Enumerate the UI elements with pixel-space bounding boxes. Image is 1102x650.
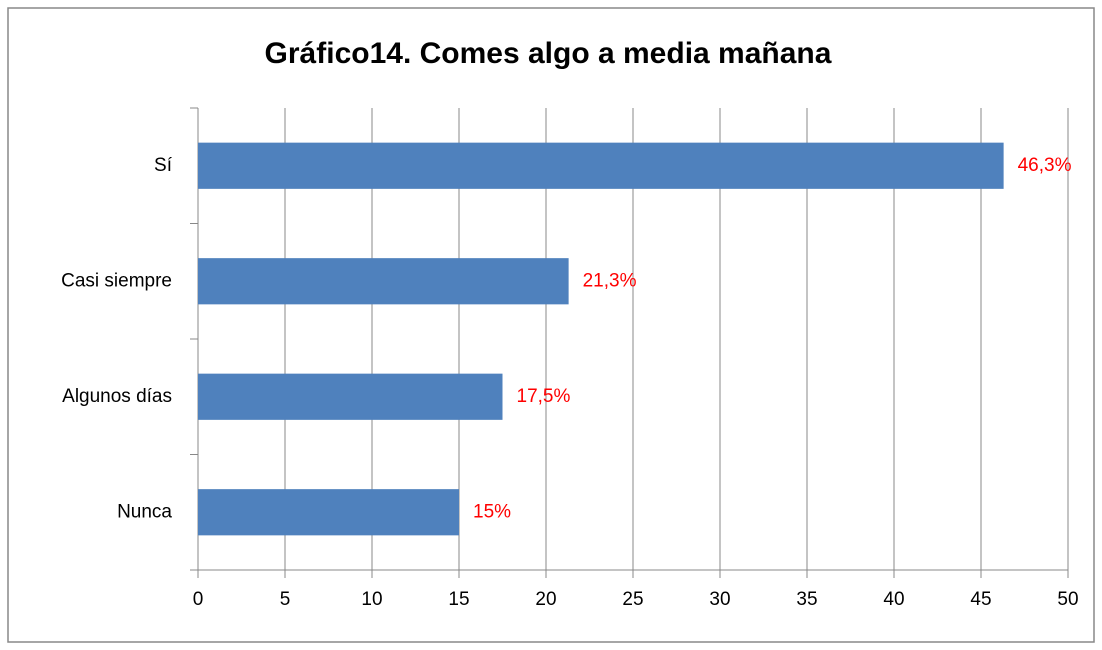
x-tick-label: 25: [622, 589, 643, 610]
y-tick-label: Sí: [154, 155, 173, 176]
value-label: 17,5%: [517, 386, 571, 407]
bar: [198, 258, 569, 305]
x-tick-label: 50: [1057, 589, 1078, 610]
bar: [198, 142, 1004, 189]
bar: [198, 373, 503, 420]
value-label: 15%: [473, 501, 511, 522]
value-label: 21,3%: [583, 270, 637, 291]
x-tick-label: 10: [361, 589, 382, 610]
x-tick-label: 15: [448, 589, 469, 610]
x-tick-label: 5: [280, 589, 291, 610]
x-tick-label: 40: [883, 589, 904, 610]
x-tick-label: 20: [535, 589, 556, 610]
x-tick-label: 30: [709, 589, 730, 610]
x-tick-label: 45: [970, 589, 991, 610]
y-tick-label: Casi siempre: [61, 270, 172, 291]
y-tick-label: Nunca: [117, 501, 172, 522]
y-tick-label: Algunos días: [62, 386, 172, 407]
value-label: 46,3%: [1018, 155, 1072, 176]
bar: [198, 489, 459, 536]
chart-title: Gráfico14. Comes algo a media mañana: [265, 37, 832, 70]
x-tick-label: 0: [193, 589, 204, 610]
chart-border: [7, 7, 1095, 643]
x-tick-label: 35: [796, 589, 817, 610]
